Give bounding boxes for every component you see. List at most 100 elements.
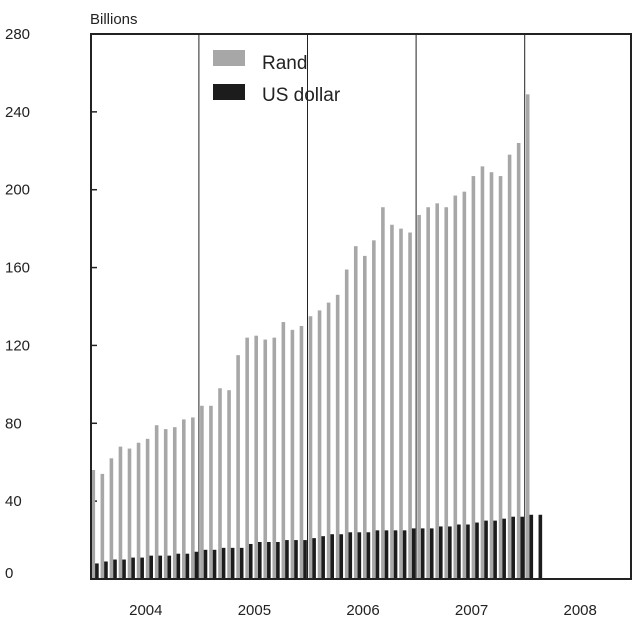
rand-bar (444, 207, 449, 580)
rand-bar (453, 195, 458, 580)
usd-bar (185, 553, 190, 579)
usd-bar (484, 520, 488, 579)
usd-bar (258, 542, 262, 579)
usd-bars (95, 514, 543, 580)
y-tick-label: 280 (5, 26, 30, 43)
usd-bar (212, 549, 217, 579)
rand-bar (281, 322, 286, 579)
rand-bar (91, 470, 96, 579)
usd-bar (167, 555, 172, 579)
rand-bar (182, 419, 186, 579)
rand-bar (516, 143, 521, 579)
legend-swatch-rand (213, 50, 245, 66)
y-tick-label: 160 (5, 260, 30, 277)
y-axis-ticks: 0 40 80 120 160 200 240 280 (5, 26, 97, 582)
legend: Rand US dollar (213, 50, 341, 106)
usd-bar (239, 547, 244, 579)
rand-bar (245, 337, 249, 579)
y-tick-label: 200 (5, 182, 30, 199)
y-tick-label: 240 (5, 104, 30, 121)
usd-bar (411, 528, 416, 579)
rand-bar (299, 325, 304, 579)
usd-bar (122, 559, 126, 579)
rand-bar (426, 207, 430, 580)
usd-bar (493, 520, 497, 579)
rand-bar (227, 390, 231, 579)
usd-bar (475, 522, 479, 579)
usd-bar (457, 524, 461, 579)
usd-bar (203, 549, 208, 579)
rand-bar (154, 425, 159, 579)
usd-bar (248, 543, 253, 579)
usd-bar (303, 540, 307, 579)
rand-bar (489, 172, 494, 579)
rand-bar (507, 154, 512, 579)
rand-bars (91, 94, 530, 580)
rand-bar (462, 191, 467, 579)
rand-bar (317, 310, 322, 579)
usd-bar (466, 524, 470, 579)
rand-bar (218, 388, 222, 579)
rand-bar (363, 255, 367, 579)
usd-bar (95, 563, 99, 579)
usd-bar (221, 547, 226, 579)
plot-frame (90, 33, 632, 580)
rand-bar (290, 329, 295, 579)
rand-bar (263, 339, 268, 579)
rand-bar (390, 224, 394, 579)
usd-bar (502, 518, 506, 579)
usd-bar (429, 528, 434, 579)
usd-bar (330, 534, 334, 579)
usd-bar (131, 557, 135, 579)
y-tick-label: 80 (5, 415, 22, 432)
legend-swatch-usd (213, 84, 245, 100)
usd-bar (420, 528, 425, 579)
usd-bar (448, 526, 452, 579)
rand-bar (145, 438, 150, 579)
x-tick-label: 2004 (129, 602, 162, 619)
rand-bar (525, 94, 530, 579)
usd-bar (321, 536, 325, 579)
usd-bar (529, 514, 534, 579)
rand-bar (408, 232, 412, 580)
usd-bar (176, 553, 181, 579)
usd-bar (158, 555, 163, 579)
usd-bar (113, 559, 117, 579)
rand-bar (353, 246, 358, 579)
usd-bar (348, 532, 353, 579)
usd-bar (339, 534, 344, 579)
rand-bar (136, 442, 141, 579)
usd-bar (267, 542, 271, 579)
rand-bar (335, 294, 340, 579)
rand-bar (172, 427, 177, 579)
usd-bar (538, 514, 543, 579)
usd-bar (384, 530, 389, 579)
rand-bar (498, 176, 503, 579)
usd-bar (294, 540, 298, 579)
usd-bar (149, 555, 153, 579)
rand-bar (308, 316, 313, 579)
usd-bar (104, 561, 108, 579)
rand-bar (471, 176, 476, 579)
rand-bar (435, 203, 439, 579)
rand-bar (372, 240, 376, 579)
usd-bar (511, 516, 515, 579)
legend-label-usd: US dollar (262, 85, 341, 106)
rand-bar (326, 302, 331, 579)
usd-bar (393, 530, 398, 579)
x-tick-label: 2006 (346, 602, 379, 619)
y-tick-label: 120 (5, 337, 30, 354)
usd-bar (520, 516, 525, 579)
x-tick-label: 2007 (455, 602, 488, 619)
usd-bar (366, 532, 371, 579)
usd-bar (276, 542, 280, 579)
x-axis-labels: 2004 2005 2006 2007 2008 (129, 602, 597, 619)
rand-bar (200, 405, 204, 579)
rand-bar (109, 458, 114, 579)
rand-bar (399, 228, 403, 579)
x-tick-label: 2008 (564, 602, 597, 619)
rand-bar (209, 405, 213, 579)
y-axis-label: Billions (90, 11, 138, 28)
rand-bar (254, 335, 258, 579)
